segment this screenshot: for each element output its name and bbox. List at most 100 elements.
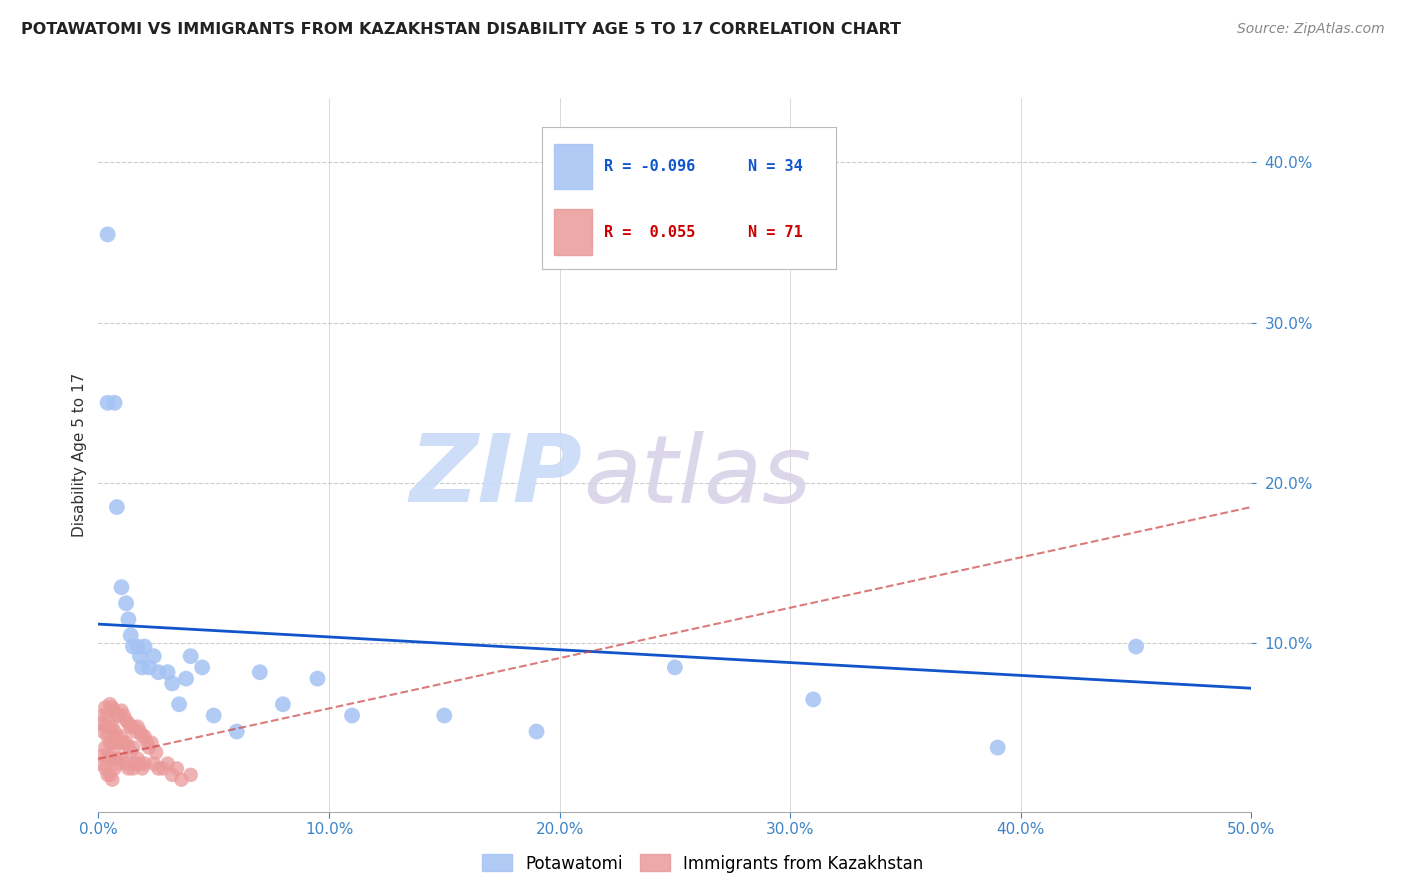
Point: [98, 768, 121, 782]
Point: [141, 736, 163, 750]
Point: [131, 730, 153, 744]
Point: [131, 761, 153, 775]
Point: [180, 649, 202, 664]
Point: [101, 700, 124, 714]
Point: [124, 724, 146, 739]
Point: [103, 740, 125, 755]
Point: [142, 649, 165, 664]
Point: [117, 740, 139, 755]
Point: [110, 752, 132, 766]
Point: [98, 736, 121, 750]
Point: [105, 752, 128, 766]
Point: [91, 724, 114, 739]
Point: [117, 716, 139, 731]
Point: [127, 752, 149, 766]
Point: [108, 736, 131, 750]
Text: Source: ZipAtlas.com: Source: ZipAtlas.com: [1237, 22, 1385, 37]
Point: [167, 698, 190, 712]
Point: [91, 708, 114, 723]
Point: [98, 752, 121, 766]
Point: [105, 730, 128, 744]
Point: [91, 748, 114, 763]
Point: [249, 665, 271, 680]
Legend: Potawatomi, Immigrants from Kazakhstan: Potawatomi, Immigrants from Kazakhstan: [475, 847, 931, 880]
Point: [97, 396, 120, 410]
Point: [1125, 640, 1147, 654]
Point: [97, 730, 120, 744]
Point: [271, 698, 294, 712]
Point: [120, 745, 142, 759]
Point: [122, 640, 145, 654]
Point: [117, 761, 139, 775]
Point: [110, 704, 132, 718]
Point: [103, 704, 125, 718]
Point: [156, 665, 179, 680]
Point: [134, 756, 156, 771]
Point: [170, 772, 193, 787]
Point: [134, 730, 156, 744]
Point: [191, 660, 214, 674]
Point: [103, 396, 125, 410]
Point: [115, 596, 138, 610]
Point: [180, 768, 202, 782]
Point: [122, 761, 145, 775]
Point: [115, 756, 138, 771]
Point: [134, 640, 156, 654]
Point: [103, 761, 125, 775]
Point: [127, 720, 149, 734]
Text: atlas: atlas: [582, 431, 811, 522]
Point: [152, 761, 174, 775]
Point: [101, 752, 124, 766]
Point: [138, 740, 160, 755]
Point: [801, 692, 824, 706]
Point: [987, 740, 1010, 755]
Point: [148, 665, 170, 680]
Point: [129, 724, 152, 739]
Point: [94, 720, 117, 734]
Point: [145, 745, 167, 759]
Point: [131, 660, 153, 674]
Point: [526, 724, 548, 739]
Point: [340, 708, 363, 723]
Point: [138, 660, 160, 674]
Point: [97, 768, 120, 782]
Point: [225, 724, 247, 739]
Point: [103, 724, 125, 739]
Point: [122, 720, 145, 734]
Point: [98, 698, 121, 712]
Point: [94, 740, 117, 755]
Point: [101, 736, 124, 750]
Point: [115, 736, 138, 750]
Point: [166, 761, 188, 775]
Point: [156, 756, 179, 771]
Point: [101, 772, 124, 787]
Point: [97, 227, 120, 242]
Point: [90, 756, 112, 771]
Point: [105, 708, 128, 723]
Point: [90, 716, 112, 731]
Point: [160, 768, 183, 782]
Point: [120, 628, 142, 642]
Point: [110, 580, 132, 594]
Point: [105, 500, 128, 514]
Point: [148, 761, 170, 775]
Point: [135, 736, 157, 750]
Point: [142, 756, 165, 771]
Point: [129, 756, 152, 771]
Point: [122, 740, 145, 755]
Point: [129, 649, 152, 664]
Point: [120, 720, 142, 734]
Point: [97, 708, 120, 723]
Point: [127, 640, 149, 654]
Point: [160, 676, 183, 690]
Text: ZIP: ZIP: [409, 430, 582, 523]
Point: [202, 708, 225, 723]
Point: [94, 761, 117, 775]
Point: [115, 714, 138, 728]
Point: [433, 708, 456, 723]
Point: [124, 756, 146, 771]
Point: [307, 672, 329, 686]
Point: [112, 736, 135, 750]
Point: [110, 730, 132, 744]
Point: [94, 700, 117, 714]
